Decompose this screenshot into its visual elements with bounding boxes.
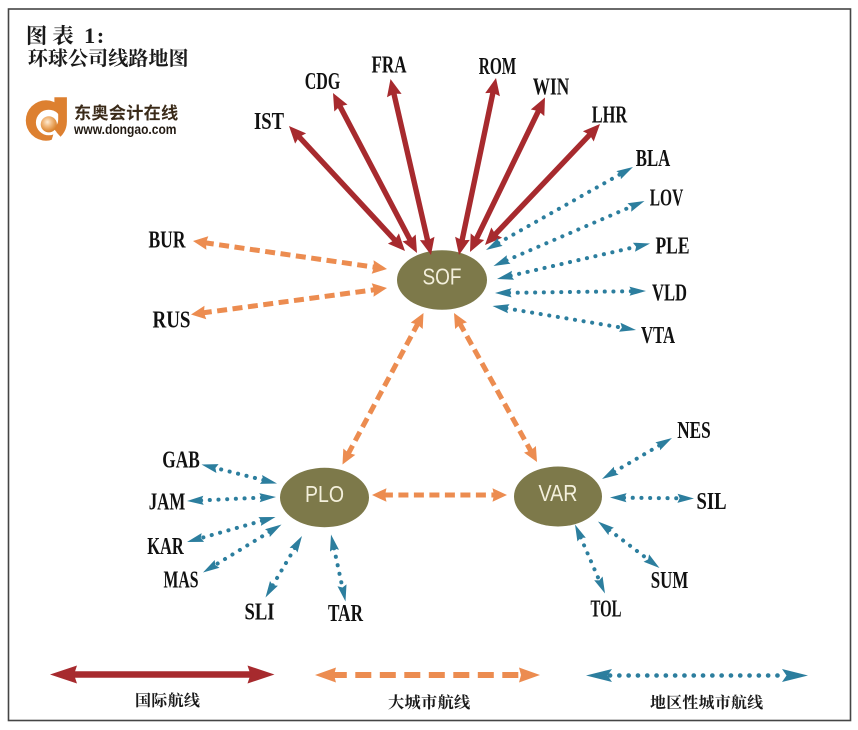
- svg-text:NES: NES: [677, 417, 711, 444]
- svg-text:MAS: MAS: [164, 567, 199, 594]
- svg-text:ROM: ROM: [479, 53, 517, 80]
- svg-text:VLD: VLD: [652, 280, 687, 307]
- svg-text:SOF: SOF: [423, 264, 462, 290]
- svg-text:SUM: SUM: [651, 567, 689, 594]
- svg-text:www.dongao.com: www.dongao.com: [73, 122, 176, 137]
- svg-text:LOV: LOV: [650, 185, 684, 212]
- svg-text:KAR: KAR: [147, 533, 184, 560]
- svg-text:VTA: VTA: [641, 322, 675, 349]
- svg-text:BLA: BLA: [636, 145, 671, 172]
- svg-text:SLI: SLI: [245, 599, 275, 626]
- svg-text:PLE: PLE: [656, 233, 690, 260]
- svg-text:VAR: VAR: [539, 480, 578, 506]
- svg-text:BUR: BUR: [149, 226, 186, 253]
- svg-text:TAR: TAR: [328, 600, 363, 627]
- svg-text:WIN: WIN: [533, 74, 570, 101]
- svg-text:GAB: GAB: [162, 447, 200, 474]
- svg-text:PLO: PLO: [305, 481, 344, 507]
- svg-text:FRA: FRA: [372, 52, 407, 79]
- svg-text:LHR: LHR: [592, 102, 628, 129]
- svg-text:CDG: CDG: [305, 68, 341, 95]
- svg-text:JAM: JAM: [149, 489, 186, 516]
- svg-text:TOL: TOL: [591, 596, 622, 623]
- svg-text:RUS: RUS: [153, 306, 191, 333]
- svg-text:SIL: SIL: [697, 488, 727, 515]
- svg-text:1:: 1:: [84, 23, 106, 48]
- svg-text:IST: IST: [254, 108, 284, 135]
